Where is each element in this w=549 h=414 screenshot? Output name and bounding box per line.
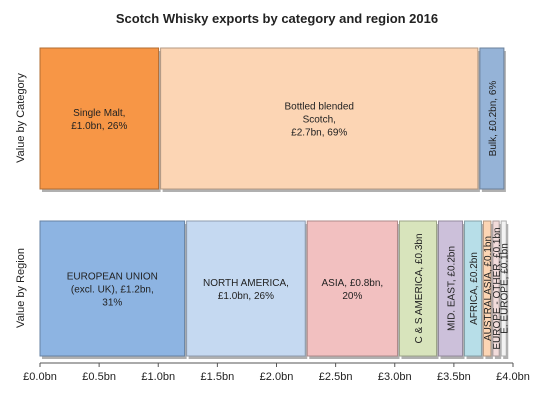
x-tick-label: £0.5bn [82, 371, 116, 383]
row-label: Value by Region [15, 248, 27, 328]
data-label: MID. EAST, £0.2bn [447, 246, 458, 331]
x-tick-label: £1.0bn [141, 371, 175, 383]
data-label: E. EUROPE, £0.1bn [500, 243, 511, 334]
bar-segment [160, 47, 479, 190]
data-label-line: NORTH AMERICA, [203, 278, 289, 289]
data-label: AFRICA, £0.2bn [469, 252, 480, 325]
row-region: Value by Region EUROPEAN UNION (excl. UK),… [15, 220, 511, 359]
data-label-line: EUROPEAN UNION [67, 272, 158, 283]
data-label-line: (excl. UK), £1.2bn, [71, 285, 154, 296]
x-axis: £0.0bn £0.5bn £1.0bn £1.5bn £2.0bn £2.5bn £3.0… [23, 362, 530, 383]
data-label-line: ASIA, £0.8bn, [322, 278, 384, 289]
data-label-line: £1.0bn, 26% [218, 291, 274, 302]
bar-segment [398, 220, 438, 357]
data-label-line: £2.7bn, 69% [291, 128, 347, 139]
data-label: Single Malt, £1.0bn, 26% [71, 108, 127, 132]
x-tick-label: £2.5bn [319, 371, 353, 383]
x-tick-label: £1.5bn [201, 371, 235, 383]
chart-title: Scotch Whisky exports by category and re… [116, 11, 438, 26]
data-label: AUSTRALASIA, £0.1bn [483, 236, 494, 341]
data-label-line: 20% [342, 291, 362, 302]
data-label-line: £1.0bn, 26% [71, 121, 127, 132]
data-label-line: Bottled blended [284, 102, 354, 113]
data-label: ASIA, £0.8bn, 20% [322, 278, 384, 302]
data-label-line: 31% [102, 298, 122, 309]
x-tick-label: £0.0bn [23, 371, 57, 383]
x-tick-label: £4.0bn [496, 371, 530, 383]
x-tick-label: £3.5bn [437, 371, 471, 383]
x-tick-label: £2.0bn [260, 371, 294, 383]
data-label-line: Scotch, [303, 115, 336, 126]
bar-segment [186, 220, 306, 357]
data-label-line: Single Malt, [73, 108, 125, 119]
x-tick-label: £3.0bn [378, 371, 412, 383]
data-label: EUROPE - OTHER, £0.1bn [492, 227, 503, 349]
row-category: Value by Category Single Malt, £1.0bn, 26%… [15, 47, 506, 192]
row-label: Value by Category [15, 73, 27, 163]
rows-layer: Value by Category Single Malt, £1.0bn, 26%… [15, 47, 511, 359]
data-label: Bulk, £0.2bn, 6% [488, 81, 499, 157]
data-label: C & S AMERICA, £0.3bn [414, 233, 425, 343]
bar-segment [482, 220, 492, 357]
bar-segment [39, 220, 186, 357]
bar-segment [306, 220, 398, 357]
bar-segment [500, 220, 507, 357]
bar-segment [438, 220, 464, 357]
bar-segment [39, 47, 160, 190]
bar-segment [464, 220, 482, 357]
data-label: Bottled blended Scotch, £2.7bn, 69% [284, 102, 354, 139]
data-label: EUROPEAN UNION (excl. UK), £1.2bn, 31% [67, 272, 158, 309]
data-label: NORTH AMERICA, £1.0bn, 26% [203, 278, 289, 302]
bar-segment [479, 47, 505, 190]
bar-segment [492, 220, 500, 357]
